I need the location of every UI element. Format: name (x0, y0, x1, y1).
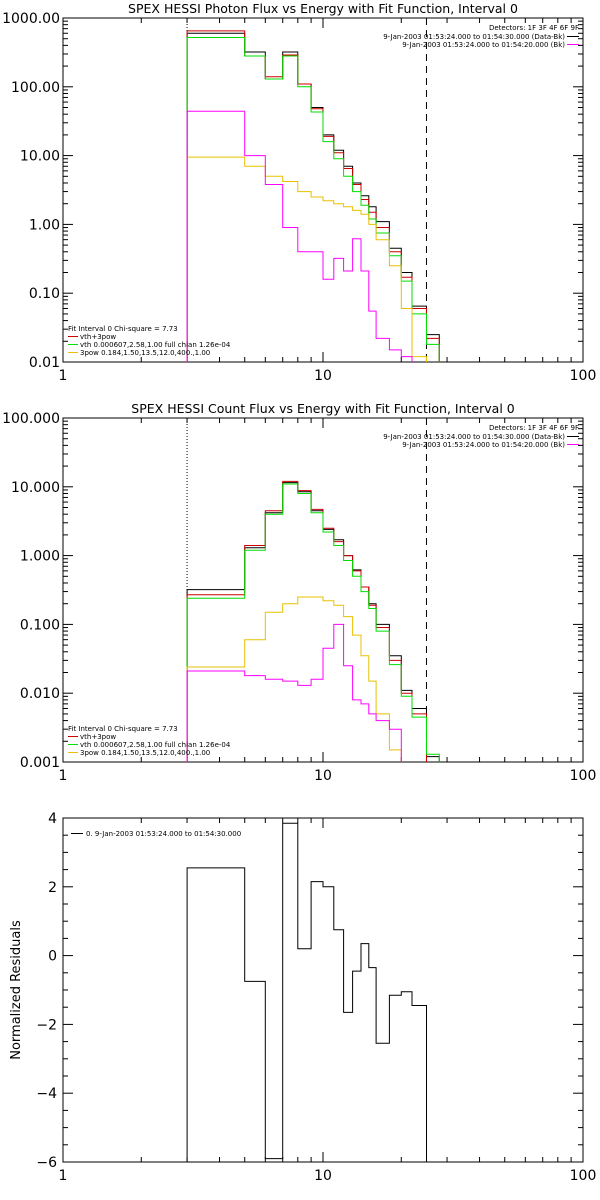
y-axis-label: Normalized Residuals (9, 920, 24, 1060)
y-tick-label: 0.10 (29, 286, 60, 302)
y-tick-label: 1000.00 (2, 11, 60, 27)
y-tick-label: 1.00 (29, 217, 60, 233)
legend-entry-label: 3pow 0.184,1.50,13.5,12.0,400.,1.00 (80, 349, 210, 357)
x-tick-label: 100 (570, 768, 597, 784)
plot-frame (62, 17, 584, 363)
series-line-vth (186, 483, 440, 762)
chart-title: SPEX HESSI Photon Flux vs Energy with Fi… (128, 1, 518, 16)
panel-2: SPEX HESSI Count Flux vs Energy with Fit… (2, 401, 597, 784)
x-tick-label: 10 (314, 768, 332, 784)
y-tick-label: 0.01 (29, 355, 60, 371)
y-tick-label: −2 (36, 1017, 57, 1033)
legend-entry-label: 9-Jan-2003 01:53:24.000 to 01:54:20.000 … (402, 441, 565, 449)
legend-detectors: Detectors: 1F 3F 4F 6F 9F (489, 24, 579, 32)
series-group (186, 30, 440, 362)
y-tick-label: 0.010 (20, 686, 60, 702)
y-tick-label: 10.000 (11, 480, 60, 496)
series-group (186, 822, 427, 1162)
legend-detectors: Detectors: 1F 3F 4F 6F 9F (489, 424, 579, 432)
legend-fit-header: Fit Interval 0 Chi-square = 7.73 (68, 725, 178, 733)
legend-entry-label: vth 0.000607,2.58,1.00 full chian 1.26e-… (80, 741, 231, 749)
series-line-3pow (186, 156, 427, 362)
chart-title: SPEX HESSI Count Flux vs Energy with Fit… (131, 401, 514, 416)
x-tick-label: 1 (59, 768, 68, 784)
legend-entry-label: 0. 9-Jan-2003 01:53:24.000 to 01:54:30.0… (86, 830, 241, 838)
series-line-data-bk (186, 32, 440, 362)
y-tick-label: 10.00 (20, 149, 60, 165)
panel-3: 1 10 100 4 2 0 −2 −4 −6 Normalized Residuals 0. 9-… (9, 811, 597, 1184)
x-tick-label: 100 (570, 1168, 597, 1184)
y-tick-label: 0.001 (20, 755, 60, 771)
y-tick-label: 4 (48, 811, 57, 827)
y-tick-label: −6 (36, 1155, 57, 1171)
legend-entry-label: vth+3pow (80, 733, 116, 741)
y-tick-label: 100.000 (2, 411, 60, 427)
y-tick-label: 0.100 (20, 617, 60, 633)
legend-fit-header: Fit Interval 0 Chi-square = 7.73 (68, 325, 178, 333)
x-tick-label: 1 (59, 368, 68, 384)
legend-entry-label: vth 0.000607,2.58,1.00 full chian 1.26e-… (80, 341, 231, 349)
y-tick-label: 0 (48, 949, 57, 965)
x-tick-label: 10 (314, 368, 332, 384)
legend-entry-label: 9-Jan-2003 01:53:24.000 to 01:54:20.000 … (402, 41, 565, 49)
x-tick-label: 10 (314, 1168, 332, 1184)
series-line-3pow (186, 596, 402, 762)
series-group (186, 480, 440, 762)
series-line-vth (186, 37, 440, 362)
legend-entry-label: 3pow 0.184,1.50,13.5,12.0,400.,1.00 (80, 749, 210, 757)
plot-frame (62, 817, 584, 1163)
y-tick-label: 2 (48, 880, 57, 896)
legend-entry-label: 9-Jan-2003 01:53:24.000 to 01:54:30.000 … (383, 33, 565, 41)
y-tick-label: −4 (36, 1086, 57, 1102)
series-line-bk (186, 110, 413, 362)
legend-entry-label: vth+3pow (80, 333, 116, 341)
series-line-0- (186, 822, 427, 1162)
x-tick-label: 100 (570, 368, 597, 384)
legend-entry-label: 9-Jan-2003 01:53:24.000 to 01:54:30.000 … (383, 433, 565, 441)
series-line-vth-3pow (186, 30, 440, 362)
x-tick-label: 1 (59, 1168, 68, 1184)
y-tick-label: 1.000 (20, 549, 60, 565)
y-tick-label: 100.00 (11, 80, 60, 96)
series-line-bk (186, 623, 402, 762)
panel-1: SPEX HESSI Photon Flux vs Energy with Fi… (2, 1, 597, 384)
plot-frame (62, 417, 584, 763)
